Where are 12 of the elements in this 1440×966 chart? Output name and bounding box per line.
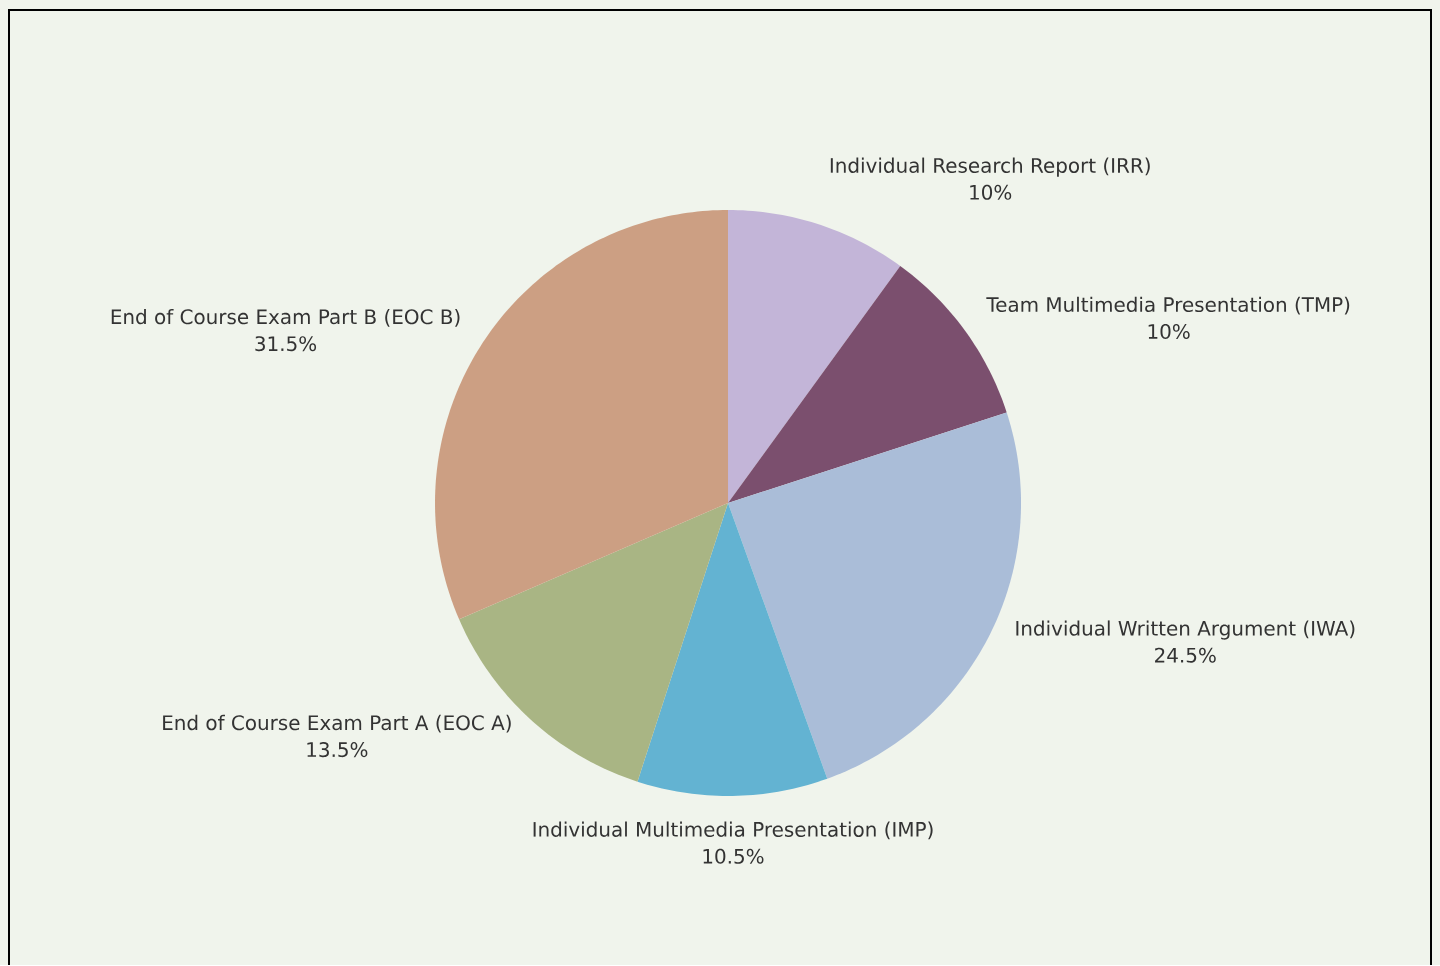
slice-label: Individual Written Argument (IWA) xyxy=(1016,620,1355,640)
slice-label: End of Course Exam Part B (EOC B) xyxy=(111,308,460,327)
slice-label: Individual Research Report (IRR) xyxy=(830,157,1150,177)
data-label: 24.5% xyxy=(1155,647,1216,663)
data-label: 31.5% xyxy=(255,336,317,352)
data-label: 10% xyxy=(1148,323,1190,339)
slice-label: Team Multimedia Presentation (TMP) xyxy=(986,296,1350,315)
data-label: 10% xyxy=(970,184,1012,200)
data-label: 13.5% xyxy=(307,742,368,758)
slice-label: Individual Multimedia Presentation (IMP) xyxy=(533,821,933,840)
data-label: 10.5% xyxy=(703,848,764,864)
slice-label: End of Course Exam Part A (EOC A) xyxy=(163,714,511,733)
